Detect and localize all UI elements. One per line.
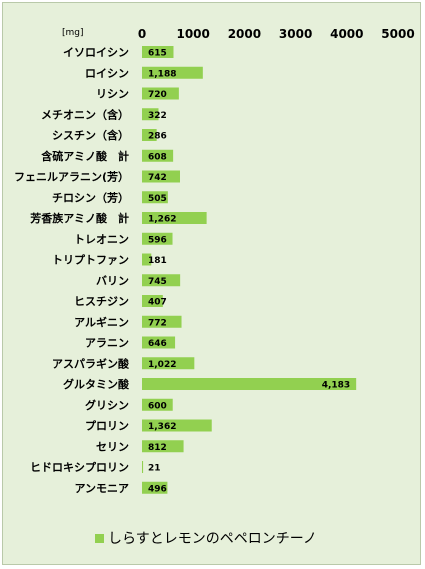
bar xyxy=(142,419,212,432)
category-label: アラニン xyxy=(85,337,129,350)
x-tick-label: 3000 xyxy=(279,27,312,41)
legend-swatch xyxy=(95,533,104,543)
bar xyxy=(142,87,179,100)
data-label: 505 xyxy=(148,194,167,204)
data-label: 812 xyxy=(148,443,167,453)
data-label: 772 xyxy=(148,318,167,328)
category-label: ロイシン xyxy=(85,67,129,80)
bar xyxy=(142,191,168,204)
x-tick-label: 1000 xyxy=(176,27,209,41)
data-label: 181 xyxy=(148,256,167,266)
bar xyxy=(142,212,207,224)
data-label: 496 xyxy=(148,484,167,494)
category-label: チロシン（芳） xyxy=(52,190,129,204)
data-label: 322 xyxy=(148,111,167,121)
category-label: イソロイシン xyxy=(63,46,129,59)
bar xyxy=(142,378,357,390)
x-tick-label: 5000 xyxy=(381,27,414,41)
bar xyxy=(142,461,144,473)
data-label: 1,022 xyxy=(148,360,176,370)
data-label: 286 xyxy=(148,132,167,142)
unit-label: [mg] xyxy=(62,28,84,38)
x-tick-label: 0 xyxy=(138,27,146,41)
data-label: 600 xyxy=(148,401,167,411)
category-label: バリン xyxy=(96,274,129,287)
category-label: アルギニン xyxy=(74,315,129,329)
category-label: アスパラギン酸 xyxy=(52,356,130,370)
bar xyxy=(142,398,173,411)
bar xyxy=(142,66,203,79)
bar xyxy=(142,46,174,58)
bar xyxy=(142,253,152,266)
bar xyxy=(142,336,176,349)
bar xyxy=(142,274,181,287)
data-label: 21 xyxy=(148,464,161,474)
x-tick-label: 2000 xyxy=(228,27,261,41)
category-label: トリプトファン xyxy=(52,253,129,267)
bar xyxy=(142,129,157,141)
data-label: 596 xyxy=(148,235,167,245)
data-label: 1,362 xyxy=(148,422,176,432)
category-label: ヒドロキシプロリン xyxy=(30,460,129,474)
legend: しらすとレモンのペペロンチーノ xyxy=(95,527,317,549)
category-label: ヒスチジン xyxy=(74,295,129,308)
category-label: グルタミン酸 xyxy=(63,377,130,391)
category-label: アンモニア xyxy=(74,482,129,495)
data-label: 615 xyxy=(148,49,167,59)
category-label: トレオニン xyxy=(74,233,129,246)
data-label: 646 xyxy=(148,339,167,349)
bar xyxy=(142,232,173,245)
bar xyxy=(142,440,184,453)
category-label: 含硫アミノ酸 計 xyxy=(40,149,129,163)
data-label: 745 xyxy=(148,277,167,287)
data-label: 720 xyxy=(148,90,167,100)
bar xyxy=(142,315,182,328)
category-label: リシン xyxy=(96,88,129,101)
category-label: 芳香族アミノ酸 計 xyxy=(30,211,129,225)
data-label: 4,183 xyxy=(322,381,350,391)
category-label: セリン xyxy=(96,440,129,453)
bar xyxy=(142,295,163,307)
category-label: シスチン（含） xyxy=(52,128,129,142)
chart-area xyxy=(2,2,421,565)
bar xyxy=(142,108,159,121)
data-label: 742 xyxy=(148,173,167,183)
data-label: 407 xyxy=(148,298,167,308)
bar xyxy=(142,149,174,162)
category-label: フェニルアラニン(芳） xyxy=(14,170,129,184)
bar xyxy=(142,170,180,183)
category-label: グリシン xyxy=(85,398,129,412)
category-label: プロリン xyxy=(85,419,129,433)
data-label: 608 xyxy=(148,152,167,162)
legend-label: しらすとレモンのペペロンチーノ xyxy=(108,531,317,547)
bar xyxy=(142,481,168,494)
data-label: 1,262 xyxy=(148,215,176,225)
x-tick-label: 4000 xyxy=(330,27,363,41)
data-label: 1,188 xyxy=(148,69,176,79)
category-label: メチオニン（含） xyxy=(41,107,129,121)
bar xyxy=(142,357,195,370)
